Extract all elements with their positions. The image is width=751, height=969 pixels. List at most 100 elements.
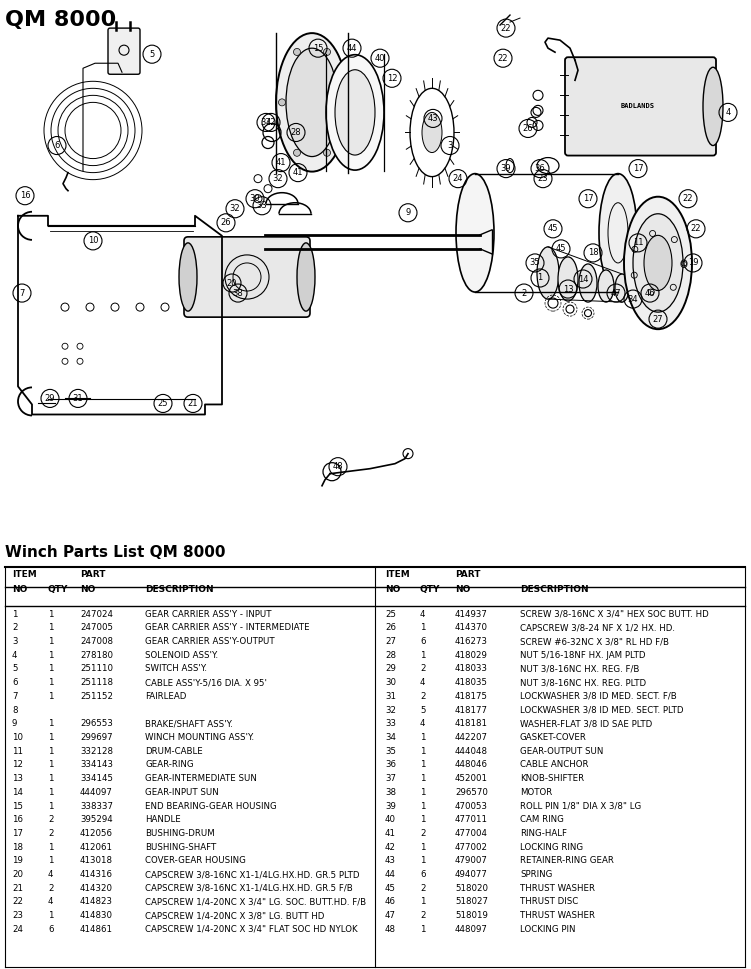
Text: 9: 9 [406,208,411,217]
Text: 6: 6 [12,678,17,687]
Text: 7: 7 [12,692,17,701]
Text: 247024: 247024 [80,610,113,618]
Text: 5: 5 [420,705,426,714]
Text: 6: 6 [420,637,426,646]
Text: CABLE ASS'Y-5/16 DIA. X 95': CABLE ASS'Y-5/16 DIA. X 95' [145,678,267,687]
Text: 36: 36 [535,164,545,173]
Text: 3: 3 [12,637,17,646]
Text: 37: 37 [261,118,271,127]
Text: 42: 42 [385,843,396,852]
Text: 13: 13 [12,774,23,783]
Text: SPRING: SPRING [520,870,553,879]
Ellipse shape [598,270,614,302]
Text: 26: 26 [523,124,533,133]
Text: 32: 32 [230,204,240,213]
Text: 6: 6 [54,141,59,150]
Text: 278180: 278180 [80,651,113,660]
Text: 8: 8 [12,705,17,714]
Text: 299697: 299697 [80,733,113,742]
Text: 16: 16 [20,191,30,201]
Text: 2: 2 [48,884,53,892]
Text: 418035: 418035 [455,678,488,687]
Text: ITEM: ITEM [385,570,410,579]
Text: PART: PART [455,570,481,579]
Ellipse shape [703,67,723,145]
Text: NO: NO [455,585,470,594]
Text: 41: 41 [385,828,396,838]
Text: 414316: 414316 [80,870,113,879]
Text: 47: 47 [611,289,621,297]
Text: 10: 10 [88,236,98,245]
Text: 39: 39 [385,801,396,810]
Text: 44: 44 [347,44,357,52]
Text: 518027: 518027 [455,897,488,906]
Text: 30: 30 [249,194,261,203]
Text: 2: 2 [420,692,426,701]
Text: 448097: 448097 [455,924,488,934]
Text: 1: 1 [48,637,53,646]
Text: 1: 1 [48,774,53,783]
Text: 5: 5 [12,665,17,673]
Text: WINCH MOUNTING ASS'Y.: WINCH MOUNTING ASS'Y. [145,733,254,742]
Text: CAPSCREW 3/8-16NC X1-1/4LG.HX.HD. GR.5 PLTD: CAPSCREW 3/8-16NC X1-1/4LG.HX.HD. GR.5 P… [145,870,360,879]
Text: 1: 1 [420,761,426,769]
Text: 2: 2 [420,884,426,892]
Text: RING-HALF: RING-HALF [520,828,567,838]
Text: 414370: 414370 [455,623,488,633]
Text: 1: 1 [420,747,426,756]
Text: 413018: 413018 [80,857,113,865]
Text: 338337: 338337 [80,801,113,810]
Text: 26: 26 [385,623,396,633]
Text: 444097: 444097 [80,788,113,797]
Text: ITEM: ITEM [12,570,37,579]
Text: 1: 1 [48,665,53,673]
Text: 7: 7 [20,289,25,297]
FancyBboxPatch shape [184,236,310,317]
Text: 18: 18 [588,248,599,258]
Text: 4: 4 [725,108,731,117]
Text: MOTOR: MOTOR [520,788,552,797]
Ellipse shape [326,54,384,171]
Text: 18: 18 [12,843,23,852]
Text: 1: 1 [420,801,426,810]
Text: 4: 4 [12,651,17,660]
Text: 479007: 479007 [455,857,488,865]
Text: Winch Parts List QM 8000: Winch Parts List QM 8000 [5,545,225,560]
Text: 414937: 414937 [455,610,488,618]
Text: NUT 5/16-18NF HX. JAM PLTD: NUT 5/16-18NF HX. JAM PLTD [520,651,646,660]
Text: GEAR CARRIER ASS'Y - INPUT: GEAR CARRIER ASS'Y - INPUT [145,610,272,618]
Text: GEAR CARRIER ASS'Y-OUTPUT: GEAR CARRIER ASS'Y-OUTPUT [145,637,275,646]
Text: 39: 39 [501,164,511,173]
Text: 418029: 418029 [455,651,488,660]
Text: 477011: 477011 [455,815,488,825]
Text: 43: 43 [385,857,396,865]
Text: 1: 1 [420,733,426,742]
Text: 24: 24 [453,174,463,183]
Text: NUT 3/8-16NC HX. REG. PLTD: NUT 3/8-16NC HX. REG. PLTD [520,678,646,687]
Text: 28: 28 [291,128,301,137]
Text: QM 8000: QM 8000 [5,10,116,30]
Text: THRUST DISC: THRUST DISC [520,897,578,906]
Text: 1: 1 [48,788,53,797]
Text: 45: 45 [556,244,566,254]
Text: 14: 14 [578,274,588,284]
Text: 1: 1 [12,610,17,618]
Text: 27: 27 [653,315,663,324]
Text: 21: 21 [188,399,198,408]
Text: 1: 1 [48,651,53,660]
Text: DESCRIPTION: DESCRIPTION [520,585,589,594]
Ellipse shape [615,274,629,302]
Text: 10: 10 [12,733,23,742]
Text: WASHER-FLAT 3/8 ID SAE PLTD: WASHER-FLAT 3/8 ID SAE PLTD [520,719,653,729]
Text: 1: 1 [420,815,426,825]
Text: 24: 24 [12,924,23,934]
Text: 494077: 494077 [455,870,488,879]
Text: 35: 35 [529,259,540,267]
Ellipse shape [558,257,578,301]
Text: 30: 30 [385,678,396,687]
Text: 26: 26 [221,218,231,228]
Text: 19: 19 [12,857,23,865]
Text: 17: 17 [12,828,23,838]
Text: 22: 22 [501,23,511,33]
Text: 17: 17 [583,194,593,203]
